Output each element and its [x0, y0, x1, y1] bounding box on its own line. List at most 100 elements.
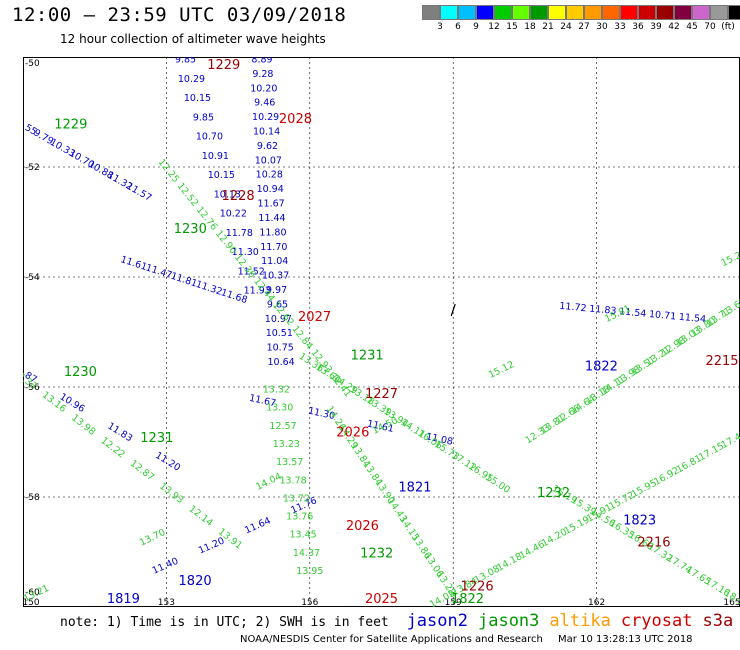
color-scale-label: 15 — [506, 22, 518, 32]
pass-time-label: 1822 — [585, 360, 618, 375]
wave-height-chart: 150 153 156 159 162 165 -50 -52 -54 -56 -58 -60 9.85… — [23, 57, 740, 607]
pass-time-label: 1229 — [54, 118, 87, 133]
color-scale-label: 27 — [578, 22, 590, 32]
wave-height-point: 9.62 — [257, 141, 278, 152]
pass-time-label: 1230 — [174, 222, 207, 237]
pass-time-label: 2215 — [705, 354, 738, 369]
color-scale-swatch — [476, 5, 494, 20]
legend-satellite-jason2: jason2 — [406, 611, 468, 631]
color-scale-swatch — [674, 5, 692, 20]
wave-height-point: 13.76 — [286, 512, 313, 523]
color-scale-swatch — [620, 5, 638, 20]
wave-height-point: 10.51 — [266, 328, 293, 339]
pass-time-label: 1227 — [365, 387, 398, 402]
wave-height-point: 13.45 — [290, 530, 317, 541]
wave-height-point: 11.54 — [619, 306, 647, 319]
pass-time-label: 2026 — [346, 519, 379, 534]
pass-time-label: 1230 — [64, 365, 97, 380]
page-title: 12:00 – 23:59 UTC 03/09/2018 — [12, 4, 347, 26]
color-scale-swatch — [494, 5, 512, 20]
color-scale — [422, 5, 740, 20]
legend-satellite-jason3: jason3 — [477, 611, 540, 631]
pass-time-label: 1820 — [179, 574, 212, 589]
wave-height-point: 13.32 — [263, 385, 290, 396]
color-scale-label: 45 — [686, 22, 698, 32]
wave-height-point: 10.15 — [184, 93, 211, 104]
color-scale-label: 18 — [524, 22, 536, 32]
pass-time-label: 1232 — [537, 486, 570, 501]
footer: NOAA/NESDIS Center for Satellite Applica… — [240, 634, 693, 645]
color-scale-label: 36 — [632, 22, 644, 32]
wave-height-point: 11.80 — [259, 227, 286, 238]
wave-height-point: 10.29 — [252, 112, 279, 123]
color-scale-label: 6 — [455, 22, 461, 32]
color-scale-swatch — [638, 5, 656, 20]
color-scale-label: (ft) — [721, 22, 735, 32]
wave-height-point: 13.57 — [276, 457, 303, 468]
legend-satellites: jason2 jason3 altika cryosat s3a — [397, 611, 734, 631]
color-scale-label: 39 — [650, 22, 662, 32]
wave-height-point: 10.15 — [208, 170, 235, 181]
wave-height-point: 11.83 — [589, 304, 617, 317]
color-scale-swatch — [512, 5, 530, 20]
pass-time-label: 1819 — [107, 592, 140, 607]
color-scale-swatch — [548, 5, 566, 20]
wave-height-point: 10.20 — [250, 83, 277, 94]
wave-height-point: 10.97 — [265, 314, 292, 325]
y-tick-label: -54 — [25, 273, 40, 283]
pass-time-label: 1823 — [623, 514, 656, 529]
legend-satellite-cryosat: cryosat — [620, 611, 693, 631]
wave-height-point: 11.52 — [238, 266, 265, 277]
wave-height-point: 10.71 — [648, 309, 676, 322]
pass-time-label: 1821 — [398, 481, 431, 496]
color-scale-label: 21 — [542, 22, 554, 32]
legend: note: 1) Time is in UTC; 2) SWH is in fe… — [60, 611, 733, 631]
page-subtitle: 12 hour collection of altimeter wave hei… — [60, 32, 326, 46]
wave-height-point: 12.57 — [269, 421, 296, 432]
pass-time-label: 2026 — [336, 426, 369, 441]
pass-time-label: 1231 — [140, 431, 173, 446]
footer-timestamp: Mar 10 13:28:13 UTC 2018 — [558, 634, 693, 645]
legend-satellite-s3a: s3a — [702, 611, 734, 631]
pass-time-label: 1231 — [351, 349, 384, 364]
wave-height-point: 11.44 — [258, 213, 285, 224]
color-scale-swatch — [458, 5, 476, 20]
wave-height-point: 10.70 — [196, 132, 223, 143]
legend-satellite-altika: altika — [549, 611, 611, 631]
wave-height-point: 9.85 — [175, 57, 196, 66]
color-scale-swatch — [566, 5, 584, 20]
x-tick-label: 150 — [23, 598, 40, 607]
wave-height-point: 11.93 — [244, 286, 271, 297]
color-scale-swatch — [692, 5, 710, 20]
x-tick-label: 153 — [158, 598, 175, 607]
wave-height-point: 14.37 — [293, 548, 320, 559]
wave-height-point: 11.78 — [226, 228, 253, 239]
wave-height-point: 10.22 — [220, 209, 247, 220]
wave-height-point: 10.28 — [256, 170, 283, 181]
color-scale-swatch — [728, 5, 740, 20]
wave-height-point: 13.95 — [296, 566, 323, 577]
wave-height-point: 11.54 — [678, 312, 706, 325]
color-scale-swatch — [584, 5, 602, 20]
x-tick-label: 156 — [301, 598, 318, 607]
color-scale-swatch — [602, 5, 620, 20]
wave-height-point: 9.97 — [266, 285, 287, 296]
color-scale-label: 30 — [596, 22, 608, 32]
x-tick-label: 165 — [723, 598, 740, 607]
pass-time-label: 2216 — [637, 536, 670, 551]
wave-height-point: 11.70 — [260, 242, 287, 253]
wave-height-point: 10.37 — [262, 271, 289, 282]
color-scale-swatch — [710, 5, 728, 20]
color-scale-label: 9 — [473, 22, 479, 32]
footer-credit: NOAA/NESDIS Center for Satellite Applica… — [240, 634, 543, 645]
plot-frame — [23, 57, 740, 607]
wave-height-point: 10.13 — [214, 189, 241, 200]
pass-time-label: 1226 — [461, 580, 494, 595]
wave-height-point: 9.46 — [254, 98, 275, 109]
wave-height-point: 11.67 — [258, 199, 285, 210]
wave-height-point: 13.78 — [279, 475, 306, 486]
x-tick-label: 159 — [445, 598, 462, 607]
wave-height-point: 13.23 — [273, 439, 300, 450]
wave-height-point: 10.91 — [202, 151, 229, 162]
pass-time-label: 2027 — [298, 310, 331, 325]
